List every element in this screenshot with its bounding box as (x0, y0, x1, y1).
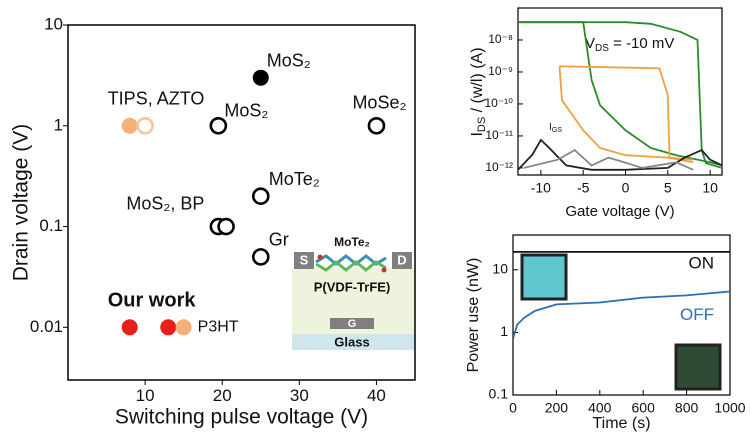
x-tick-label: 10 (702, 180, 718, 196)
y-tick-label: 10⁻¹² (485, 160, 513, 174)
point-label: TIPS, AZTO (108, 89, 205, 109)
data-point (122, 320, 137, 335)
gate-label: G (348, 318, 357, 330)
point-label: MoSe₂ (352, 93, 406, 113)
point-label: Our work (108, 290, 197, 312)
label-sub: GS (552, 127, 562, 134)
x-tick-label: 5 (664, 180, 672, 196)
y-tick-label: 10 (492, 261, 508, 277)
data-point (253, 189, 268, 204)
atom (382, 268, 387, 273)
y-tick-label: 10⁻¹¹ (485, 128, 513, 142)
y-axis-label: IDS / (w/l) (A) (469, 47, 488, 136)
y-tick-label: 1 (500, 323, 508, 339)
dielectric-label: P(VDF-TrFE) (314, 279, 391, 294)
x-tick-label: 0 (622, 180, 630, 196)
y-tick-label: 10⁻¹⁰ (485, 96, 514, 110)
gate-current-label: IGS (549, 122, 562, 134)
point-label: MoS₂ (224, 101, 268, 121)
data-line (518, 140, 722, 170)
point-label: MoS₂, BP (126, 193, 204, 213)
point-label: Gr (269, 230, 289, 250)
y-axis-label: Power use (nW) (465, 258, 482, 373)
x-tick-label: 30 (290, 386, 309, 405)
x-tick-label: 600 (632, 400, 656, 416)
annotation: VDS = -10 mV (585, 35, 674, 54)
point-label: MoTe₂ (269, 169, 320, 189)
source-label: S (300, 252, 309, 267)
data-point (138, 118, 153, 133)
data-point (161, 320, 176, 335)
x-tick-label: 200 (545, 400, 569, 416)
device-photo-on (522, 255, 566, 299)
label-sub: DS (595, 43, 609, 54)
x-axis-label: Time (s) (592, 415, 650, 432)
device-photo-off (676, 345, 720, 389)
x-tick-label: -10 (531, 180, 551, 196)
y-tick-label: 10⁻⁹ (488, 64, 513, 78)
data-point (176, 320, 191, 335)
drain-label: D (397, 252, 406, 267)
point-label: MoS₂ (267, 50, 311, 70)
plot-frame (518, 8, 722, 175)
x-tick-label: 0 (509, 400, 517, 416)
y-tick-label: 10 (44, 14, 63, 33)
atom (318, 255, 323, 260)
figure: S D MoTe₂ P(VDF-TrFE) G Glass IDS / (w/l… (0, 0, 750, 434)
channel-label: MoTe₂ (334, 235, 370, 249)
series-label: ON (689, 253, 715, 272)
y-axis-label: Drain voltage (V) (10, 124, 33, 282)
x-tick-label: 400 (588, 400, 612, 416)
label-part: = -10 mV (609, 35, 674, 52)
y-tick-label: 1 (54, 115, 63, 134)
point-label: P3HT (198, 319, 239, 336)
y-tick-label: 0.1 (39, 216, 63, 235)
data-point (219, 219, 234, 234)
x-tick-label: -5 (577, 180, 590, 196)
y-tick-label: 0.1 (489, 386, 509, 402)
data-point (122, 118, 137, 133)
data-line (560, 66, 694, 162)
x-tick-label: 800 (675, 400, 699, 416)
data-point (253, 70, 268, 85)
y-tick-label: 0.01 (30, 317, 63, 336)
data-point (253, 249, 268, 264)
x-axis-label: Gate voltage (V) (565, 203, 674, 220)
data-line (560, 66, 694, 159)
y-tick-label: 10⁻⁸ (488, 32, 513, 46)
x-tick-label: 10 (136, 386, 155, 405)
x-tick-label: 1000 (714, 400, 745, 416)
page: {"chart_data": [ {"type": "scatter", "x_… (0, 0, 750, 434)
substrate-label: Glass (334, 334, 369, 349)
data-point (369, 118, 384, 133)
series-label: OFF (680, 305, 714, 324)
x-tick-label: 40 (367, 386, 386, 405)
device-inset: S D MoTe₂ P(VDF-TrFE) G Glass (292, 235, 415, 350)
x-tick-label: 20 (213, 386, 232, 405)
x-axis-label: Switching pulse voltage (V) (115, 406, 368, 429)
